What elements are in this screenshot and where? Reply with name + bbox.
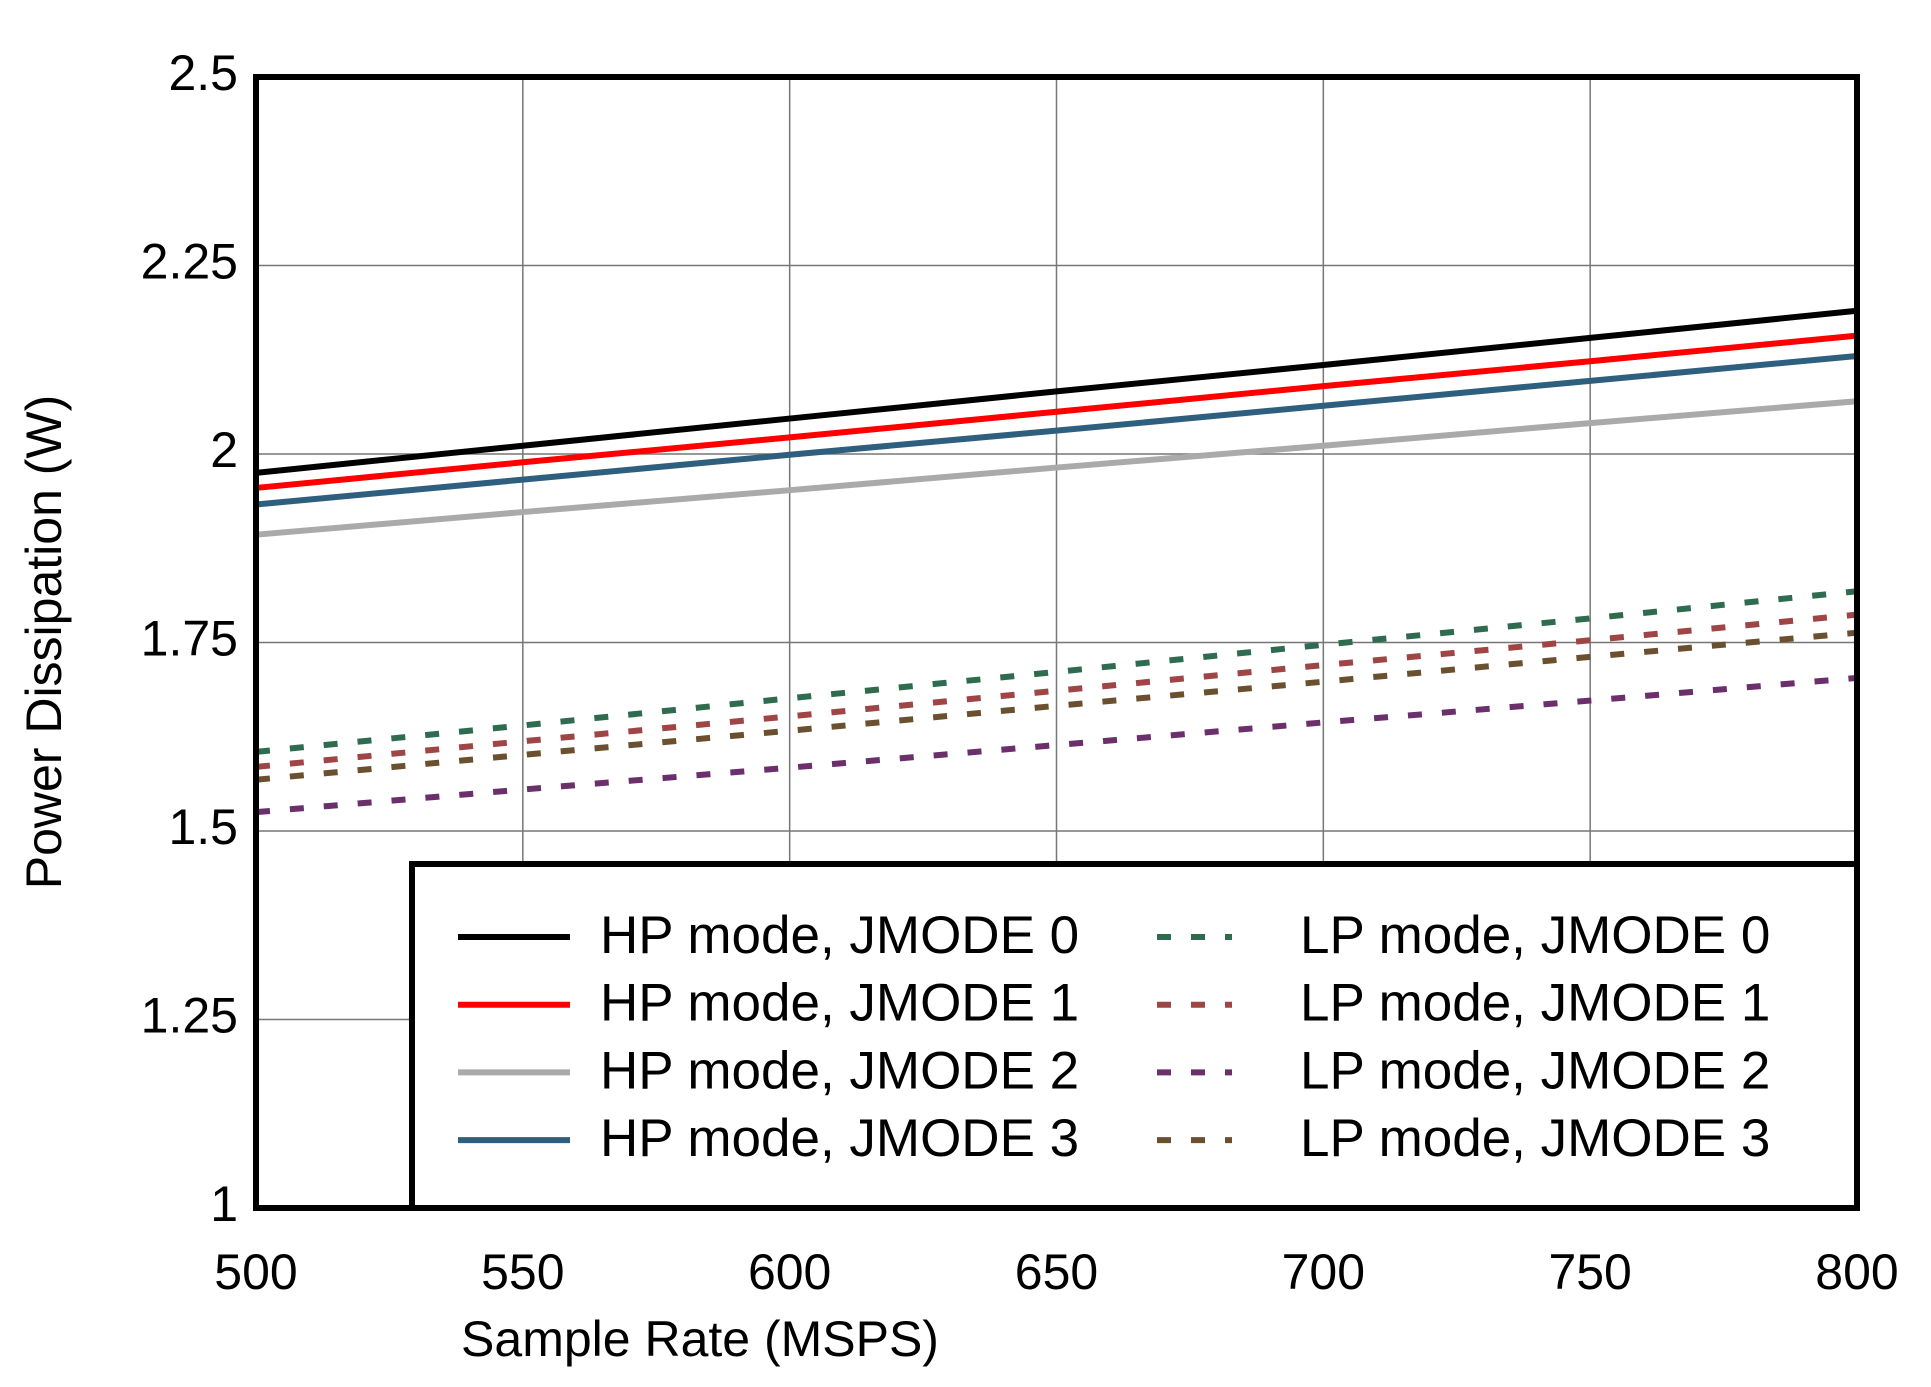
y-tick-label: 2.25 xyxy=(141,234,238,290)
legend-label: HP mode, JMODE 2 xyxy=(600,1041,1079,1100)
legend-label: LP mode, JMODE 1 xyxy=(1300,974,1770,1033)
legend-label: LP mode, JMODE 0 xyxy=(1300,906,1770,965)
x-tick-label: 500 xyxy=(214,1244,297,1300)
legend-label: LP mode, JMODE 3 xyxy=(1300,1109,1770,1168)
legend-label: HP mode, JMODE 1 xyxy=(600,974,1079,1033)
x-tick-label: 700 xyxy=(1282,1244,1365,1300)
series-line xyxy=(255,674,1858,816)
y-tick-label: 1.75 xyxy=(141,611,238,667)
y-tick-label: 1.25 xyxy=(141,988,238,1044)
series-line xyxy=(255,629,1858,783)
x-tick-label: 600 xyxy=(748,1244,831,1300)
x-axis-title: Sample Rate (MSPS) xyxy=(461,1311,939,1367)
y-axis-title: Power Dissipation (W) xyxy=(16,395,72,890)
y-tick-label: 1 xyxy=(210,1176,238,1232)
y-tick-label: 2.5 xyxy=(168,45,238,101)
legend-label: LP mode, JMODE 2 xyxy=(1300,1041,1770,1100)
x-tick-label: 750 xyxy=(1548,1244,1631,1300)
legend-box xyxy=(409,861,1860,1211)
y-tick-label: 2 xyxy=(210,422,238,478)
series-line xyxy=(255,332,1858,491)
series-line xyxy=(255,352,1858,508)
x-tick-label: 650 xyxy=(1015,1244,1098,1300)
x-tick-label: 800 xyxy=(1815,1244,1898,1300)
series-line xyxy=(255,398,1858,538)
series-line xyxy=(255,307,1858,476)
legend-label: HP mode, JMODE 3 xyxy=(600,1109,1079,1168)
x-tick-label: 550 xyxy=(481,1244,564,1300)
y-tick-label: 1.5 xyxy=(168,799,238,855)
legend-label: HP mode, JMODE 0 xyxy=(600,906,1079,965)
